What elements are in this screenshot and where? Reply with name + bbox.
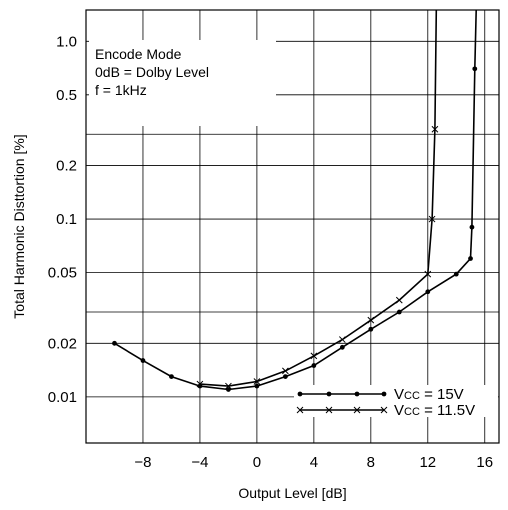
- data-point-dot: [254, 383, 260, 389]
- grid-lines: [86, 10, 499, 443]
- legend-label: VCC = 11.5V: [394, 402, 475, 419]
- legend-label-main: V: [394, 386, 404, 403]
- data-point-dot: [396, 309, 402, 315]
- data-point-dot: [311, 363, 317, 368]
- plot-frame: [85, 9, 500, 444]
- legend-label: VCC = 15V: [394, 386, 464, 403]
- data-point-dot: [425, 289, 431, 295]
- data-point-dot: [112, 340, 117, 346]
- annotation-line-3: f = 1kHz: [95, 82, 147, 98]
- data-point-cross: [428, 215, 436, 223]
- data-point-cross: [353, 406, 361, 414]
- data-point-dot: [140, 358, 146, 363]
- data-point-cross: [253, 378, 261, 385]
- data-point-cross: [296, 406, 304, 414]
- data-point-cross: [395, 296, 403, 304]
- x-tick-label: 0: [253, 454, 261, 471]
- data-point-cross: [424, 270, 432, 278]
- y-tick-label: 0.05: [48, 265, 77, 282]
- annotation-box: [89, 40, 276, 126]
- legend-row-bg: [294, 385, 498, 401]
- y-tick-label: 0.5: [56, 87, 77, 104]
- x-axis-label: Output Level [dB]: [238, 485, 346, 501]
- data-point-cross: [310, 352, 318, 360]
- data-point-cross: [225, 382, 232, 390]
- data-point-cross: [196, 380, 204, 388]
- legend-label-rest: = 11.5V: [420, 402, 475, 419]
- legend-label-main: V: [394, 402, 404, 419]
- data-point-dot: [326, 391, 332, 397]
- data-point-dot: [354, 391, 360, 397]
- y-axis-label: Total Harmonic Disttortion [%]: [11, 134, 27, 318]
- data-point-dot: [297, 391, 303, 397]
- data-point-dot: [468, 256, 473, 261]
- annotation-line-2: 0dB = Dolby Level: [95, 64, 209, 80]
- x-tick-label: 12: [419, 454, 436, 471]
- x-tick-label: 16: [476, 454, 493, 471]
- data-point-cross: [367, 316, 375, 324]
- data-point-cross: [431, 125, 439, 133]
- data-point-dot: [472, 66, 478, 72]
- series-layer: [112, 10, 478, 392]
- data-point-dot: [368, 326, 374, 332]
- data-point-dot: [282, 374, 288, 379]
- tick-labels: −8 −4 0 4 8 12 16 0.01 0.02 0.05 0.1 0.2 0.5 1.0: [48, 33, 493, 471]
- data-point-cross: [325, 406, 333, 414]
- legend-label-subscript: CC: [404, 390, 420, 402]
- data-point-dot: [381, 391, 387, 397]
- data-point-dot: [339, 344, 345, 350]
- legend-label-subscript: CC: [404, 406, 420, 418]
- data-point-cross: [282, 367, 289, 375]
- series-line-vcc-11-5v: [199, 10, 438, 387]
- data-point-dot: [226, 387, 231, 392]
- x-tick-label: −4: [191, 454, 208, 471]
- data-point-dot: [453, 271, 459, 277]
- data-point-dot: [169, 374, 174, 379]
- y-tick-label: 0.02: [48, 335, 77, 352]
- legend-row-bg: [294, 401, 498, 417]
- data-point-cross: [338, 336, 346, 343]
- data-point-cross: [380, 406, 388, 414]
- data-point-dot: [469, 224, 475, 230]
- x-tick-label: 4: [310, 454, 318, 471]
- y-tick-label: 1.0: [56, 33, 77, 50]
- legend-label-rest: = 15V: [420, 386, 464, 403]
- annotation-line-1: Encode Mode: [95, 46, 182, 62]
- y-tick-label: 0.2: [56, 158, 77, 175]
- y-tick-label: 0.01: [48, 389, 77, 406]
- y-tick-label: 0.1: [56, 211, 77, 228]
- x-tick-label: −8: [134, 454, 151, 471]
- x-tick-label: 8: [367, 454, 375, 471]
